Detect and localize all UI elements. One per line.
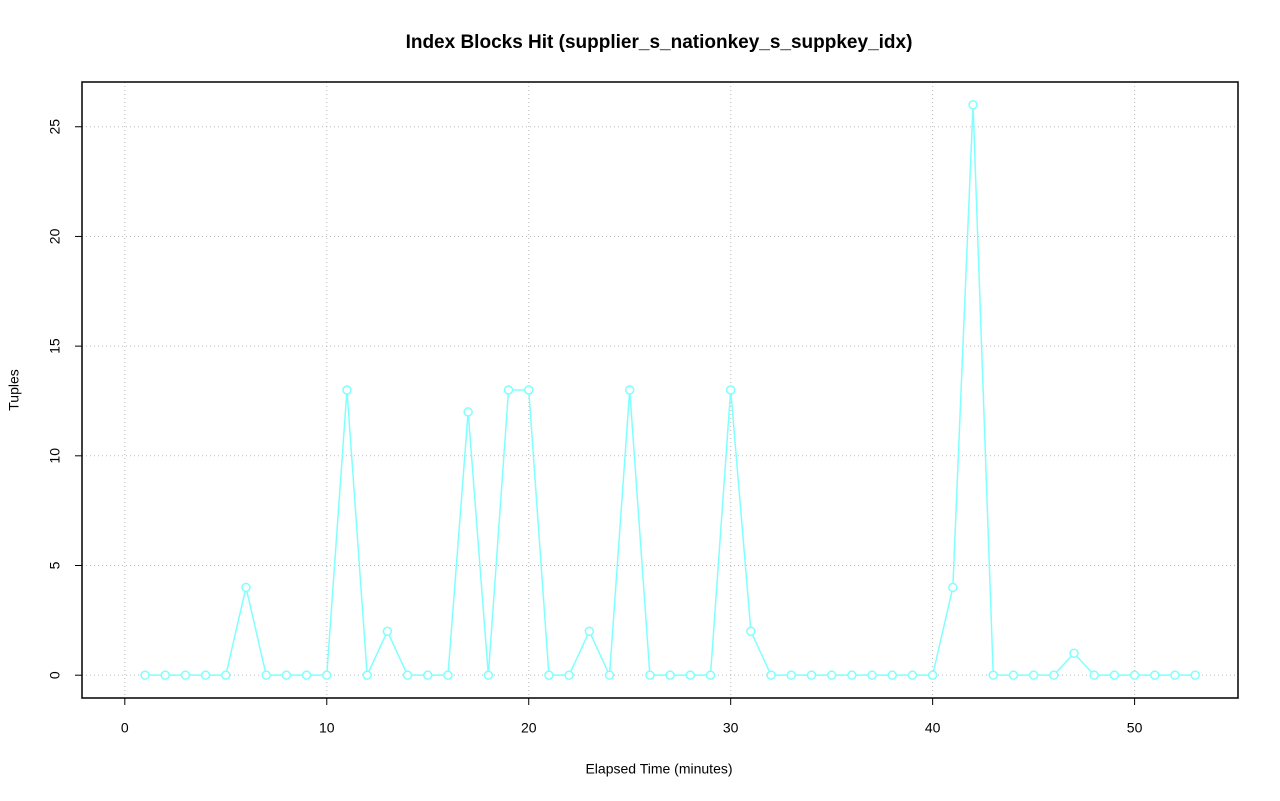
- plot-area: 0 10 20 30 40 50 0 5 10 15 20 25: [47, 81, 1239, 736]
- data-point: [988, 670, 998, 680]
- data-point: [645, 670, 655, 680]
- data-point: [907, 670, 918, 680]
- data-point: [200, 670, 211, 680]
- plot-frame: [81, 81, 1239, 699]
- y-tick-label: 15: [47, 338, 63, 354]
- data-point: [241, 582, 251, 593]
- data-point: [624, 385, 635, 395]
- data-point: [1190, 670, 1200, 680]
- data-point: [1028, 670, 1039, 680]
- data-point: [584, 626, 595, 637]
- data-point: [968, 100, 978, 110]
- data-point: [806, 670, 817, 680]
- x-axis-label: Elapsed Time (minutes): [585, 761, 732, 777]
- data-point: [705, 670, 716, 680]
- data-point: [301, 670, 312, 680]
- data-point: [1069, 648, 1079, 658]
- data-point: [160, 670, 170, 680]
- data-point: [746, 626, 756, 637]
- data-point: [281, 670, 292, 680]
- data-point: [362, 670, 372, 680]
- data-point: [927, 670, 938, 680]
- data-point: [180, 670, 191, 680]
- y-axis-label: Tuples: [6, 369, 22, 411]
- data-point: [1170, 670, 1180, 680]
- data-point: [766, 670, 776, 680]
- x-tick-label: 50: [1127, 720, 1143, 736]
- data-point: [685, 670, 696, 680]
- data-point: [443, 670, 453, 680]
- data-point: [544, 670, 554, 680]
- data-point: [503, 385, 514, 395]
- data-point: [604, 670, 615, 680]
- data-point: [887, 670, 898, 680]
- data-point: [1150, 670, 1160, 680]
- data-point: [463, 407, 473, 417]
- x-tick-label: 20: [521, 720, 537, 736]
- data-point: [322, 670, 332, 680]
- y-tick-label: 20: [47, 228, 63, 244]
- data-point: [665, 670, 675, 680]
- data-point: [1049, 670, 1059, 680]
- data-point: [261, 670, 271, 680]
- data-point: [402, 670, 413, 680]
- data-point: [564, 670, 574, 680]
- data-point: [422, 670, 433, 680]
- data-point: [140, 670, 150, 680]
- data-point: [221, 670, 231, 680]
- y-tick-label: 0: [47, 671, 63, 679]
- data-point: [1008, 670, 1019, 680]
- data-point: [948, 582, 958, 593]
- x-tick-label: 0: [121, 720, 129, 736]
- y-tick-label: 25: [47, 119, 63, 135]
- data-point: [826, 670, 837, 680]
- y-tick-label: 5: [47, 561, 63, 569]
- x-tick-label: 40: [925, 720, 941, 736]
- x-tick-label: 30: [723, 720, 739, 736]
- data-point: [847, 670, 857, 680]
- data-point: [483, 670, 494, 680]
- chart-title: Index Blocks Hit (supplier_s_nationkey_s…: [406, 32, 913, 53]
- data-point: [382, 626, 393, 637]
- x-tick-label: 10: [319, 720, 335, 736]
- data-point: [725, 385, 736, 395]
- data-point: [342, 385, 352, 395]
- data-point: [786, 670, 797, 680]
- data-point: [1129, 670, 1140, 680]
- data-point: [867, 670, 877, 680]
- data-point: [1089, 670, 1099, 680]
- data-point: [523, 385, 534, 395]
- y-tick-label: 10: [47, 448, 63, 464]
- data-point: [1109, 670, 1120, 680]
